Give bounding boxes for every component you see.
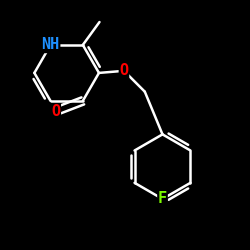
Text: NH: NH xyxy=(42,38,60,52)
Text: O: O xyxy=(120,63,128,78)
Text: F: F xyxy=(158,192,167,206)
Text: O: O xyxy=(51,104,60,119)
